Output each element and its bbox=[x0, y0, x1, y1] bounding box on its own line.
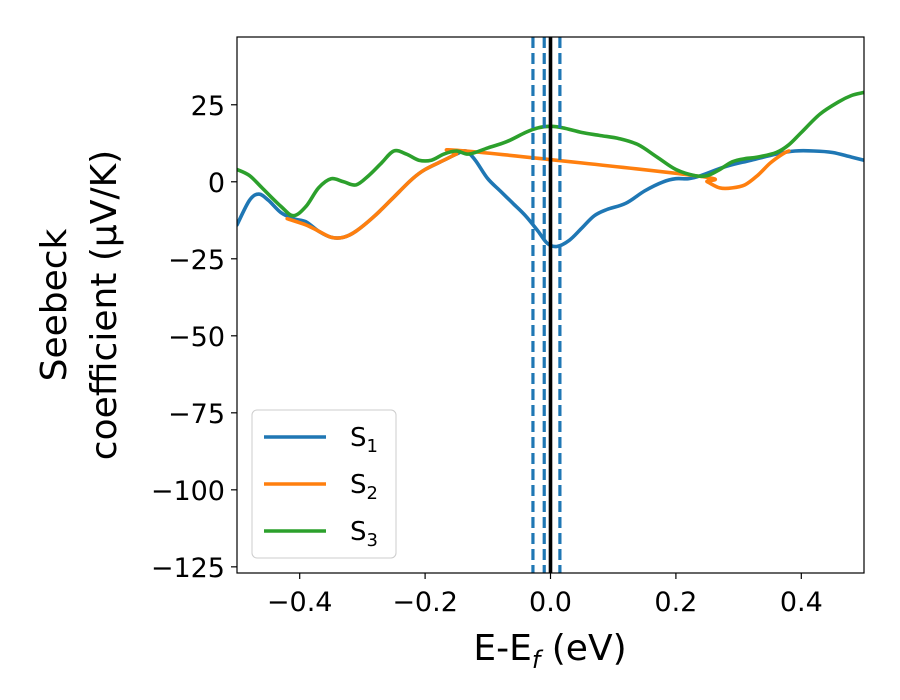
y-tick-label: −125 bbox=[151, 553, 225, 584]
x-tick-label: 0.2 bbox=[654, 587, 697, 618]
legend: S1 S2 S3 bbox=[251, 409, 397, 559]
y-tick-label: 0 bbox=[208, 168, 225, 199]
legend-label-s3: S3 bbox=[350, 517, 378, 551]
y-tick-label: −100 bbox=[151, 476, 225, 507]
legend-label-s1: S1 bbox=[350, 423, 378, 457]
series-line-s2 bbox=[285, 147, 791, 240]
x-tick-label: 0.0 bbox=[529, 587, 572, 618]
x-axis-label-unit: (eV) bbox=[540, 628, 626, 669]
y-tick-label: −75 bbox=[168, 399, 225, 430]
plot-area bbox=[237, 37, 864, 573]
y-tick-label: −25 bbox=[168, 245, 225, 276]
y-tick-label: −50 bbox=[168, 322, 225, 353]
axis-ticks: −0.4 −0.2 0.0 0.2 0.4 25 0 −25 −50 −75 −100 −125 bbox=[151, 91, 823, 618]
x-tick-label: −0.2 bbox=[392, 587, 458, 618]
x-tick-label: −0.4 bbox=[267, 587, 333, 618]
y-tick-label: 25 bbox=[191, 91, 225, 122]
series-line-s3 bbox=[237, 90, 864, 218]
x-axis-label-main: E-E bbox=[473, 628, 531, 669]
legend-label-s2: S2 bbox=[350, 470, 378, 504]
y-axis-label: Seebeck coefficient (μV/K) bbox=[34, 150, 125, 460]
x-tick-label: 0.4 bbox=[780, 587, 823, 618]
plot-content bbox=[237, 37, 864, 573]
y-axis-label-line1: Seebeck bbox=[34, 228, 75, 381]
y-axis-label-line2: coefficient (μV/K) bbox=[84, 150, 125, 460]
x-axis-label: E-Ef (eV) bbox=[473, 628, 626, 674]
